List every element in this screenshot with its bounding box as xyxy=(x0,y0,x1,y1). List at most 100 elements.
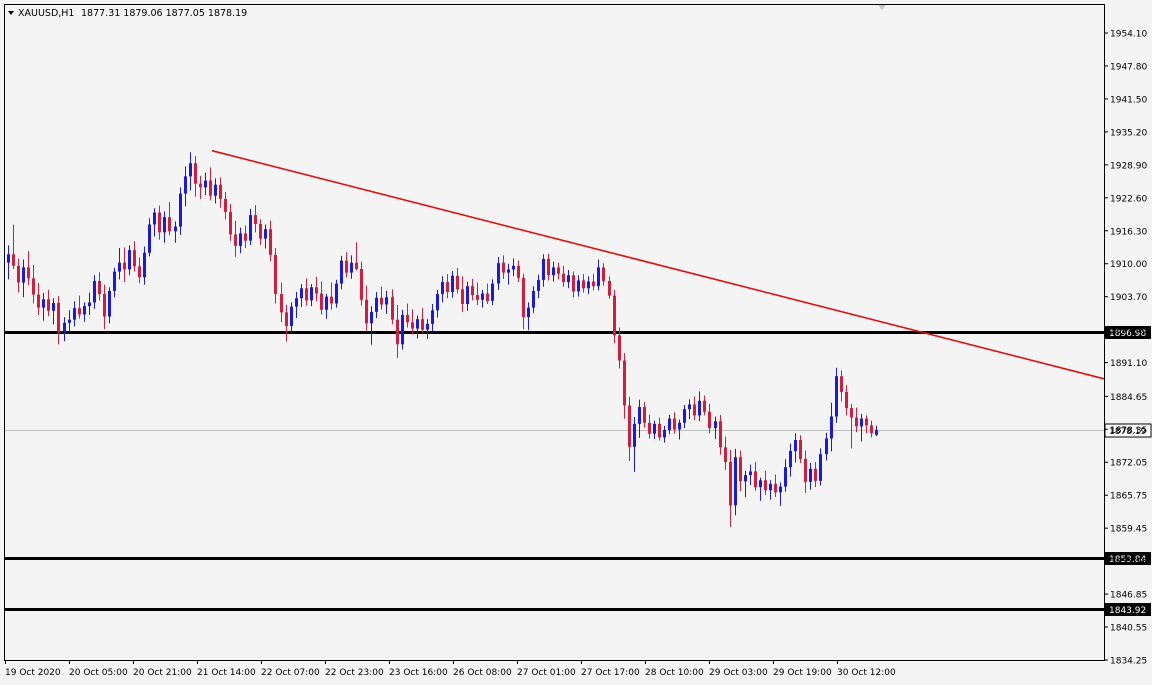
bull-candle-body xyxy=(835,376,838,417)
bear-candle-body xyxy=(168,217,171,232)
chart-header: XAUUSD,H1 1877.31 1879.06 1877.05 1878.1… xyxy=(8,8,247,19)
bear-candle-body xyxy=(285,312,288,326)
time-tick-label: 26 Oct 08:00 xyxy=(453,668,512,678)
bull-candle-body xyxy=(466,286,469,304)
bear-candle-body xyxy=(315,287,318,294)
time-tick-label: 22 Oct 07:00 xyxy=(261,668,320,678)
current-price-label: 1878.19 xyxy=(1109,427,1146,437)
price-tick-label: 1922.60 xyxy=(1110,194,1147,204)
bear-candle-body xyxy=(12,254,15,266)
bull-candle-body xyxy=(239,233,242,246)
bull-candle-body xyxy=(295,298,298,307)
bull-candle-body xyxy=(512,265,515,270)
bear-candle-body xyxy=(870,425,873,434)
bear-candle-body xyxy=(123,262,126,270)
time-tick-label: 27 Oct 17:00 xyxy=(581,668,640,678)
bear-candle-body xyxy=(254,215,257,224)
bear-candle-body xyxy=(673,418,676,430)
bear-candle-body xyxy=(643,407,646,423)
bear-candle-body xyxy=(804,458,807,482)
bear-candle-body xyxy=(219,184,222,199)
time-tick-label: 19 Oct 2020 xyxy=(5,668,61,678)
bull-candle-body xyxy=(214,184,217,196)
price-tick-label: 1853.15 xyxy=(1110,558,1147,568)
price-tick-label: 1947.80 xyxy=(1110,62,1147,72)
bear-candle-body xyxy=(330,296,333,304)
price-axis: 1954.10 1947.80 1941.50 1935.20 1928.90 1922.… xyxy=(1104,30,1147,667)
bear-candle-body xyxy=(628,405,631,447)
price-tick-label: 1910.00 xyxy=(1110,260,1147,270)
bear-candle-body xyxy=(158,212,161,233)
chart-shift-marker-icon xyxy=(878,5,886,10)
bull-candle-body xyxy=(7,254,10,263)
bull-candle-body xyxy=(597,267,600,287)
time-tick-label: 29 Oct 19:00 xyxy=(773,668,832,678)
bull-candle-body xyxy=(714,421,717,428)
bull-candle-body xyxy=(83,306,86,315)
bear-candle-body xyxy=(648,422,651,434)
bear-candle-body xyxy=(855,417,858,427)
bear-candle-body xyxy=(103,294,106,317)
price-tick-label: 1846.85 xyxy=(1110,591,1147,601)
bull-candle-body xyxy=(416,319,419,329)
bear-candle-body xyxy=(658,423,661,438)
bear-candle-body xyxy=(845,391,848,409)
bear-candle-body xyxy=(608,280,611,296)
bear-candle-body xyxy=(572,275,575,292)
bear-candle-body xyxy=(774,483,777,493)
time-tick-label: 27 Oct 01:00 xyxy=(517,668,576,678)
bull-candle-body xyxy=(128,250,131,270)
trendline[interactable] xyxy=(211,149,1105,380)
dropdown-arrow-icon[interactable] xyxy=(8,11,14,15)
bull-candle-body xyxy=(189,163,192,177)
bear-candle-body xyxy=(406,314,409,323)
bear-candle-body xyxy=(623,360,626,406)
bear-candle-body xyxy=(360,268,363,300)
bull-candle-body xyxy=(310,287,313,301)
bull-candle-body xyxy=(264,229,267,239)
bull-candle-body xyxy=(860,418,863,427)
bear-candle-body xyxy=(602,267,605,281)
bear-candle-body xyxy=(380,297,383,305)
price-tick-label: 1916.30 xyxy=(1110,227,1147,237)
time-tick-label: 28 Oct 10:00 xyxy=(645,668,704,678)
bear-candle-body xyxy=(724,447,727,462)
bear-candle-body xyxy=(850,408,853,418)
price-tick-label: 1878.35 xyxy=(1110,426,1147,436)
bear-candle-body xyxy=(194,163,197,184)
bull-candle-body xyxy=(688,404,691,410)
bull-candle-body xyxy=(663,430,666,438)
bull-candle-body xyxy=(542,259,545,280)
bear-candle-body xyxy=(274,254,277,295)
bear-candle-body xyxy=(476,295,479,300)
bear-candle-body xyxy=(138,266,141,278)
bull-candle-body xyxy=(93,280,96,303)
bear-candle-body xyxy=(345,260,348,273)
bull-candle-body xyxy=(179,193,182,227)
bull-candle-body xyxy=(88,302,91,307)
bull-candle-body xyxy=(587,281,590,289)
bear-candle-body xyxy=(229,211,232,235)
bear-candle-body xyxy=(582,280,585,289)
bull-candle-body xyxy=(577,280,580,292)
bull-candle-body xyxy=(436,294,439,311)
bear-candle-body xyxy=(693,404,696,416)
bull-candle-body xyxy=(426,323,429,330)
bear-candle-body xyxy=(244,233,247,241)
bear-candle-body xyxy=(199,183,202,188)
bull-candle-body xyxy=(108,290,111,317)
time-axis: 19 Oct 2020 20 Oct 05:00 20 Oct 21:00 21 Oc… xyxy=(5,660,896,678)
bear-candle-body xyxy=(764,480,767,491)
bull-candle-body xyxy=(507,269,510,273)
bear-candle-body xyxy=(754,471,757,488)
bear-candle-body xyxy=(814,468,817,481)
bear-candle-body xyxy=(280,294,283,313)
bull-candle-body xyxy=(809,468,812,482)
price-tick-label: 1897.40 xyxy=(1110,326,1147,336)
bull-candle-body xyxy=(375,297,378,312)
bull-candle-body xyxy=(148,224,151,253)
bull-candle-body xyxy=(825,438,828,455)
